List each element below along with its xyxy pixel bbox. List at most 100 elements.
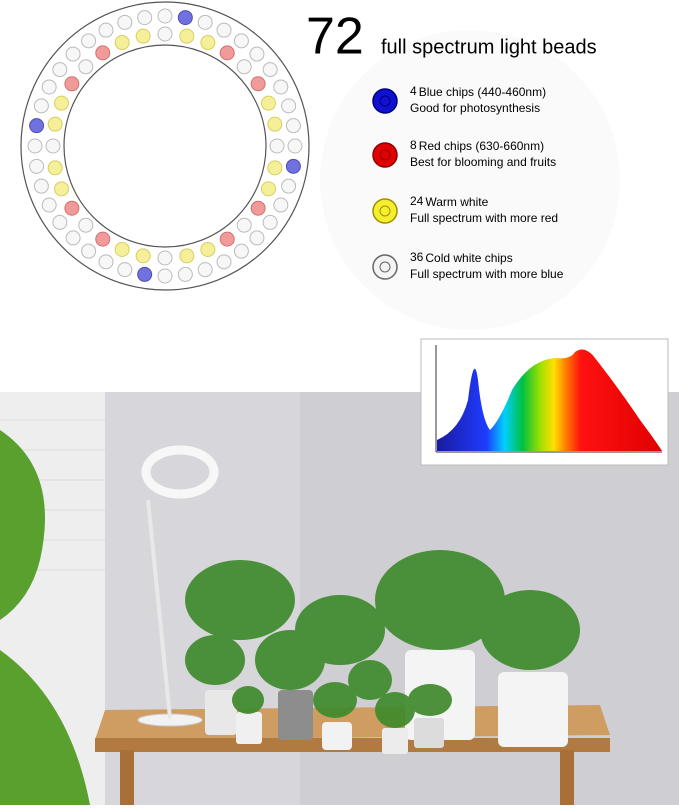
legend-swatch — [372, 142, 398, 168]
bead — [45, 138, 61, 154]
bead — [233, 33, 249, 49]
bead — [65, 46, 81, 62]
bead — [81, 33, 97, 49]
bead — [285, 118, 301, 134]
bead — [65, 230, 81, 246]
legend-swatch-core — [379, 95, 391, 107]
bead — [41, 79, 57, 95]
bead — [200, 35, 216, 51]
bead — [177, 10, 193, 26]
legend: 4 Blue chips (440-460nm) Good for photosyn… — [372, 84, 564, 281]
bead — [267, 160, 283, 176]
bead-ring — [20, 1, 310, 291]
bead — [137, 266, 153, 282]
bead — [135, 28, 151, 44]
bead — [41, 197, 57, 213]
bead — [219, 45, 235, 61]
bead — [281, 178, 297, 194]
spectrum-chart — [420, 338, 669, 466]
bead — [98, 22, 114, 38]
bead — [249, 230, 265, 246]
legend-title: Blue chips (440-460nm) — [419, 85, 546, 99]
bead — [157, 268, 173, 284]
bead — [262, 214, 278, 230]
bead — [267, 116, 283, 132]
bead — [197, 14, 213, 30]
bead — [54, 181, 70, 197]
bead — [216, 22, 232, 38]
bead — [233, 243, 249, 259]
bead — [157, 250, 173, 266]
legend-count: 4 — [410, 84, 417, 98]
bead — [157, 8, 173, 24]
bead — [33, 98, 49, 114]
legend-swatch-core — [379, 149, 391, 161]
bead — [95, 45, 111, 61]
bead — [179, 248, 195, 264]
legend-desc: Good for photosynthesis — [410, 101, 540, 115]
backdrop — [320, 30, 620, 330]
bead — [33, 178, 49, 194]
bead — [219, 231, 235, 247]
bead — [157, 26, 173, 42]
bead — [262, 62, 278, 78]
bead — [260, 95, 276, 111]
headline: full spectrum light beads — [381, 36, 597, 58]
bead — [177, 266, 193, 282]
bead — [137, 10, 153, 26]
legend-swatch-core — [379, 261, 391, 273]
bead — [52, 214, 68, 230]
bead — [281, 98, 297, 114]
bead — [117, 14, 133, 30]
bead — [52, 62, 68, 78]
legend-count: 36 — [410, 250, 424, 264]
bead — [236, 217, 252, 233]
bead — [95, 231, 111, 247]
bead — [114, 241, 130, 257]
bead — [98, 254, 114, 270]
legend-desc: Full spectrum with more red — [410, 211, 558, 225]
bead — [64, 76, 80, 92]
bead — [78, 59, 94, 75]
legend-title: Cold white chips — [425, 251, 512, 265]
bead — [269, 138, 285, 154]
legend-swatch — [372, 198, 398, 224]
bead-count: 72 — [306, 8, 364, 66]
bead — [250, 76, 266, 92]
legend-title: Red chips (630-660nm) — [419, 139, 544, 153]
bead — [27, 138, 43, 154]
bead — [273, 197, 289, 213]
bead — [117, 262, 133, 278]
bead — [29, 118, 45, 134]
product-photo — [0, 392, 679, 805]
bead — [249, 46, 265, 62]
bead — [197, 262, 213, 278]
bead — [81, 243, 97, 259]
legend-swatch-core — [379, 205, 391, 217]
bead — [54, 95, 70, 111]
bead — [114, 35, 130, 51]
legend-swatch — [372, 254, 398, 280]
bead — [29, 158, 45, 174]
bead — [216, 254, 232, 270]
bead — [179, 28, 195, 44]
bead — [287, 138, 303, 154]
bead — [47, 116, 63, 132]
bead — [285, 158, 301, 174]
legend-desc: Full spectrum with more blue — [410, 267, 564, 281]
bead — [200, 241, 216, 257]
bead — [260, 181, 276, 197]
bead — [135, 248, 151, 264]
bead — [47, 160, 63, 176]
legend-desc: Best for blooming and fruits — [410, 155, 556, 169]
legend-count: 24 — [410, 194, 424, 208]
bead — [236, 59, 252, 75]
bead — [250, 200, 266, 216]
bead — [64, 200, 80, 216]
legend-title: Warm white — [425, 195, 488, 209]
bead — [273, 79, 289, 95]
bead — [78, 217, 94, 233]
legend-swatch — [372, 88, 398, 114]
legend-count: 8 — [410, 138, 417, 152]
